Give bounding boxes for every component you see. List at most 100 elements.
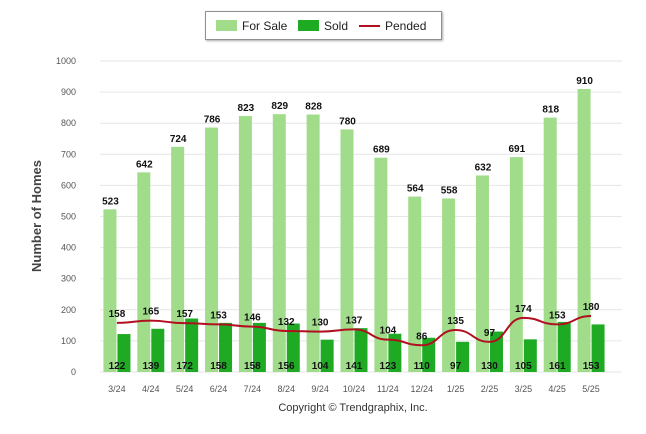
x-tick-label: 9/24 bbox=[311, 384, 329, 394]
x-tick-label: 6/24 bbox=[210, 384, 228, 394]
for-sale-bar bbox=[543, 117, 557, 373]
x-tick-label: 4/25 bbox=[548, 384, 566, 394]
x-tick-label: 5/25 bbox=[582, 384, 600, 394]
x-axis-ticks: 3/24 4/24 5/24 6/24 7/24 8/24 9/24 10/24 11/24 12… bbox=[108, 384, 600, 394]
x-tick-label: 10/24 bbox=[343, 384, 366, 394]
sold-bar bbox=[117, 334, 131, 372]
y-tick-label: 700 bbox=[61, 149, 76, 159]
legend-swatch-for-sale bbox=[216, 20, 237, 31]
pended-value-label: 174 bbox=[515, 304, 532, 315]
for-sale-value-label: 786 bbox=[204, 115, 221, 126]
sold-value-label: 104 bbox=[312, 361, 329, 372]
for-sale-value-label: 642 bbox=[136, 159, 153, 170]
pended-value-label: 153 bbox=[210, 310, 227, 321]
pended-line-layer bbox=[116, 315, 592, 347]
for-sale-value-label: 523 bbox=[102, 196, 119, 207]
y-tick-label: 1000 bbox=[56, 56, 76, 66]
for-sale-value-label: 632 bbox=[475, 162, 492, 173]
for-sale-value-label: 724 bbox=[170, 134, 187, 145]
y-tick-label: 100 bbox=[61, 336, 76, 346]
legend-label-for-sale: For Sale bbox=[242, 19, 288, 33]
sold-value-label: 158 bbox=[244, 361, 261, 372]
for-sale-bar bbox=[475, 175, 489, 372]
for-sale-bar bbox=[171, 146, 185, 372]
legend-label-sold: Sold bbox=[324, 19, 349, 33]
sold-value-label: 130 bbox=[481, 361, 498, 372]
for-sale-bar bbox=[137, 172, 151, 372]
for-sale-bar bbox=[272, 114, 286, 372]
pended-value-label: 86 bbox=[416, 331, 428, 342]
x-tick-label: 7/24 bbox=[244, 384, 262, 394]
sold-value-label: 105 bbox=[515, 361, 532, 372]
pended-value-label: 104 bbox=[380, 326, 397, 337]
legend-swatch-pended bbox=[359, 25, 380, 27]
for-sale-bar bbox=[238, 116, 252, 372]
x-tick-label: 12/24 bbox=[410, 384, 433, 394]
y-axis-ticks: 0 100 200 300 400 500 600 700 800 900 1000 bbox=[56, 56, 76, 377]
sold-bar bbox=[354, 328, 368, 372]
pended-value-label: 130 bbox=[312, 318, 329, 329]
for-sale-bar bbox=[577, 88, 591, 373]
bars bbox=[103, 88, 605, 373]
sold-value-label: 139 bbox=[142, 361, 159, 372]
legend-label-pended: Pended bbox=[385, 19, 427, 33]
for-sale-value-label: 780 bbox=[339, 116, 356, 127]
sold-value-label: 172 bbox=[176, 361, 193, 372]
for-sale-bar bbox=[442, 198, 456, 372]
y-tick-label: 0 bbox=[71, 367, 76, 377]
y-tick-label: 300 bbox=[61, 274, 76, 284]
sold-value-label: 141 bbox=[346, 361, 363, 372]
pended-value-label: 157 bbox=[176, 309, 193, 320]
copyright-text: Copyright © Trendgraphix, Inc. bbox=[278, 402, 428, 414]
sold-value-label: 122 bbox=[109, 361, 126, 372]
sold-bar bbox=[456, 341, 470, 372]
for-sale-value-label: 910 bbox=[576, 76, 593, 87]
for-sale-bar bbox=[408, 196, 422, 372]
legend-item-pended[interactable]: Pended bbox=[359, 19, 426, 33]
sold-bar bbox=[219, 322, 233, 372]
y-tick-label: 600 bbox=[61, 180, 76, 190]
x-tick-label: 3/25 bbox=[515, 384, 533, 394]
pended-value-label: 137 bbox=[346, 315, 363, 326]
sold-value-label: 156 bbox=[278, 361, 295, 372]
sold-bar bbox=[523, 339, 537, 372]
legend-item-for-sale[interactable]: For Sale bbox=[216, 19, 287, 33]
sold-bar bbox=[151, 328, 165, 372]
sold-bar bbox=[286, 323, 300, 372]
sold-value-label: 161 bbox=[549, 361, 566, 372]
for-sale-bar bbox=[205, 127, 219, 372]
for-sale-bar bbox=[306, 114, 320, 372]
x-tick-label: 8/24 bbox=[278, 384, 296, 394]
y-tick-label: 800 bbox=[61, 118, 76, 128]
for-sale-bar bbox=[103, 209, 117, 372]
for-sale-bar bbox=[509, 157, 523, 372]
for-sale-value-label: 564 bbox=[407, 184, 424, 195]
x-tick-label: 5/24 bbox=[176, 384, 194, 394]
for-sale-value-label: 823 bbox=[238, 103, 255, 114]
for-sale-value-label: 558 bbox=[441, 185, 458, 196]
sold-bar bbox=[591, 324, 605, 372]
pended-line bbox=[116, 315, 592, 347]
for-sale-bar bbox=[340, 129, 354, 372]
y-tick-label: 200 bbox=[61, 305, 76, 315]
pended-value-label: 153 bbox=[549, 310, 566, 321]
x-tick-label: 11/24 bbox=[377, 384, 399, 394]
for-sale-value-label: 691 bbox=[508, 144, 525, 155]
legend-item-sold[interactable]: Sold bbox=[298, 19, 348, 33]
sold-value-label: 110 bbox=[414, 361, 431, 372]
pended-value-label: 135 bbox=[447, 316, 464, 327]
sold-value-label: 97 bbox=[450, 361, 462, 372]
for-sale-value-label: 689 bbox=[373, 145, 390, 156]
sold-bar bbox=[388, 333, 402, 372]
x-tick-label: 2/25 bbox=[481, 384, 499, 394]
sold-bar bbox=[252, 322, 266, 372]
y-tick-label: 400 bbox=[61, 243, 76, 253]
legend: For Sale Sold Pended bbox=[205, 11, 442, 40]
y-tick-label: 500 bbox=[61, 212, 76, 222]
sold-bar bbox=[557, 321, 571, 372]
y-axis-label: Number of Homes bbox=[29, 160, 44, 272]
legend-swatch-sold bbox=[298, 20, 319, 31]
sold-value-label: 153 bbox=[583, 361, 600, 372]
sold-value-label: 158 bbox=[210, 361, 227, 372]
data-labels: 523 158 122 642 165 139 724 157 172 786 153 158 823 1… bbox=[102, 76, 600, 372]
